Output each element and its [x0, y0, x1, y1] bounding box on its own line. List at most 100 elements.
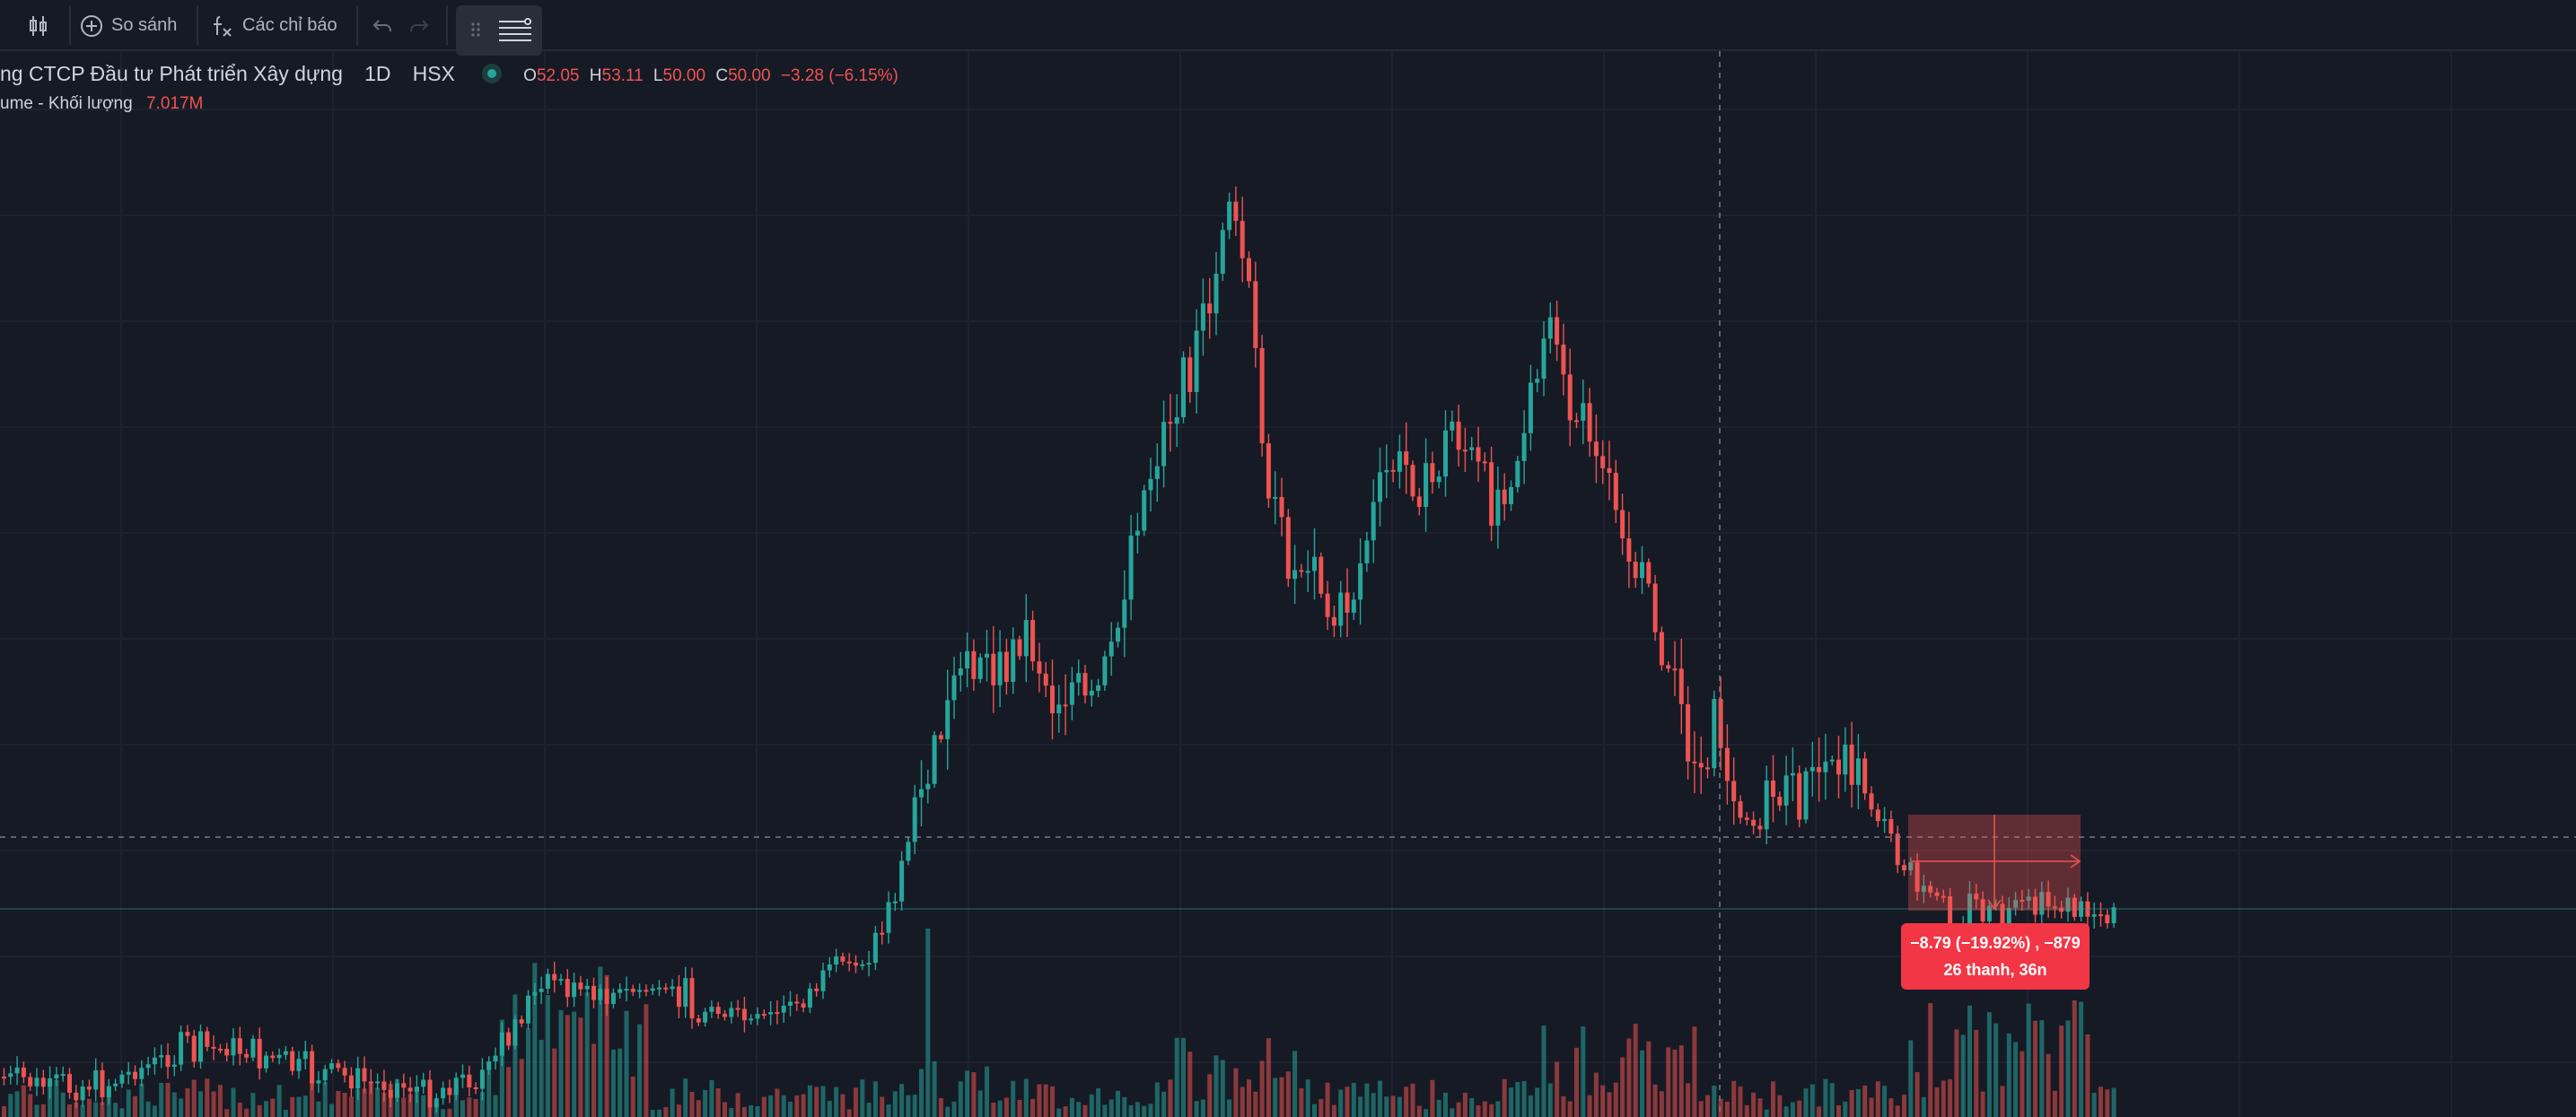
candle-body [1535, 379, 1540, 383]
redo-button[interactable] [408, 0, 430, 51]
candle-body [1633, 562, 1638, 579]
candle-body [100, 1069, 105, 1097]
candle-body [67, 1074, 72, 1093]
candle-body [1587, 403, 1592, 442]
candle-body [191, 1035, 197, 1062]
volume-bar [1023, 1078, 1029, 1117]
candle-body [1358, 563, 1363, 600]
volume-bar [329, 1104, 334, 1117]
candle-body [513, 1019, 518, 1046]
market-status-icon[interactable] [482, 64, 503, 83]
candle-body [1285, 517, 1291, 580]
volume-bar [906, 1095, 911, 1117]
drawing-tools-icon[interactable] [497, 16, 533, 51]
candle-body [558, 979, 564, 982]
volume-bar [958, 1081, 963, 1117]
drawing-tools-panel[interactable] [456, 5, 542, 56]
volume-bar [1462, 1092, 1468, 1117]
candle-body [846, 961, 852, 964]
candle-body [1037, 661, 1042, 674]
volume-bar [211, 1091, 216, 1117]
volume-bar [1948, 1078, 1953, 1117]
symbol-name[interactable]: ng CTCP Đầu tư Phát triển Xây dựng [0, 62, 343, 85]
volume-bar [526, 1028, 530, 1117]
candle-body [316, 1080, 321, 1084]
undo-button[interactable] [372, 0, 393, 51]
candle-body [1233, 201, 1239, 222]
volume-bar [1154, 1082, 1160, 1117]
volume-bar [1921, 1096, 1926, 1117]
volume-bar [1934, 1086, 1940, 1117]
candle-body [775, 1012, 780, 1015]
chart-overlays [0, 51, 2576, 1117]
candle-body [932, 735, 937, 784]
candle-body [1974, 894, 1979, 900]
candle-body [1273, 496, 1278, 499]
candle-body [2105, 914, 2110, 923]
candle-body [74, 1092, 79, 1101]
volume-bar [1967, 1005, 1972, 1117]
candle-body [1948, 896, 1953, 935]
volume-bar [1292, 1051, 1298, 1117]
volume-bar [932, 1060, 937, 1117]
candle-body [919, 789, 924, 798]
volume-bar [1220, 1060, 1225, 1117]
candle-body [683, 978, 688, 1008]
volume-bar [2039, 1020, 2045, 1117]
candle-body [696, 1018, 701, 1023]
candle-body [1312, 556, 1317, 572]
candle-body [1102, 656, 1108, 685]
candle-body [788, 1001, 793, 1006]
volume-bar [1555, 1061, 1560, 1117]
candle-body [290, 1051, 295, 1071]
volume-bar [801, 1094, 806, 1117]
candle-body [362, 1068, 367, 1082]
volume-legend[interactable]: ume - Khối lượng 7.017M [0, 94, 203, 114]
candle-body [1187, 357, 1193, 392]
volume-bar [1135, 1102, 1140, 1117]
volume-bar [1305, 1079, 1310, 1117]
volume-bar [93, 1102, 99, 1117]
volume-bar [513, 994, 518, 1117]
chart-type-button[interactable] [27, 0, 50, 51]
candle-body [1259, 347, 1265, 444]
volume-bar [1686, 1083, 1691, 1117]
price-chart[interactable] [0, 51, 2576, 1117]
candle-body [355, 1068, 361, 1089]
volume-bar [2046, 1053, 2051, 1117]
candle-body [1626, 538, 1632, 563]
indicators-button[interactable]: Các chỉ báo [210, 0, 337, 51]
candle-body [644, 990, 649, 992]
candle-body [250, 1038, 256, 1058]
candle-body [1482, 461, 1487, 464]
candle-body [368, 1081, 373, 1084]
symbol-legend[interactable]: ng CTCP Đầu tư Phát triển Xây dựng 1D HS… [0, 61, 898, 86]
candle-body [552, 973, 557, 981]
candle-body [925, 783, 931, 790]
candle-body [179, 1032, 184, 1065]
volume-bar [1666, 1047, 1671, 1117]
candle-body [1724, 747, 1730, 781]
close-value: 50.00 [728, 66, 771, 85]
candle-body [1076, 673, 1082, 683]
candle-body [407, 1087, 413, 1092]
volume-bar [1142, 1105, 1147, 1117]
volume-bar [919, 1069, 924, 1117]
candle-body [1331, 616, 1336, 626]
volume-bar [1273, 1078, 1278, 1117]
volume-bar [28, 1094, 33, 1117]
candle-body [1764, 780, 1769, 830]
candle-body [401, 1083, 407, 1088]
interval-label[interactable]: 1D [364, 62, 391, 85]
candle-body [1581, 403, 1586, 422]
volume-bar [401, 1097, 407, 1117]
volume-bar [139, 1083, 145, 1117]
volume-bar [1128, 1104, 1134, 1117]
volume-bar [814, 1086, 819, 1117]
volume-bar [1698, 1101, 1704, 1117]
candle-body [1430, 463, 1435, 483]
drag-handle-icon[interactable] [470, 18, 481, 44]
candle-body [723, 1014, 727, 1017]
compare-button[interactable]: So sánh [79, 0, 177, 51]
volume-bar [60, 1092, 66, 1117]
